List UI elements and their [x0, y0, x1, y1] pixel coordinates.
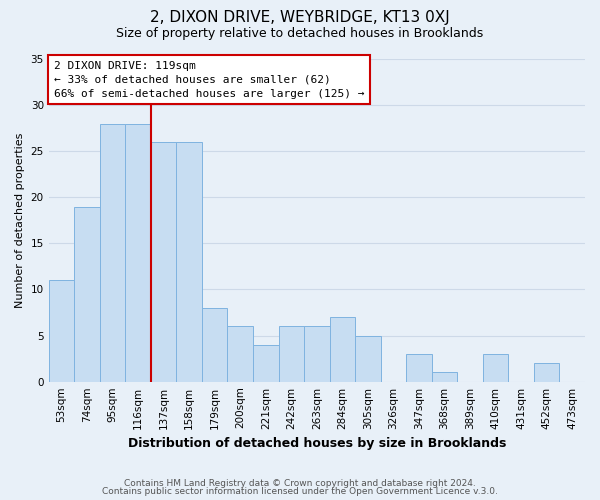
Bar: [125, 124, 151, 382]
X-axis label: Distribution of detached houses by size in Brooklands: Distribution of detached houses by size …: [128, 437, 506, 450]
Bar: [253, 345, 278, 382]
Bar: [406, 354, 432, 382]
Text: 2 DIXON DRIVE: 119sqm
← 33% of detached houses are smaller (62)
66% of semi-deta: 2 DIXON DRIVE: 119sqm ← 33% of detached …: [54, 61, 364, 99]
Text: Contains public sector information licensed under the Open Government Licence v.: Contains public sector information licen…: [102, 487, 498, 496]
Bar: [355, 336, 380, 382]
Text: Size of property relative to detached houses in Brooklands: Size of property relative to detached ho…: [116, 28, 484, 40]
Text: 2, DIXON DRIVE, WEYBRIDGE, KT13 0XJ: 2, DIXON DRIVE, WEYBRIDGE, KT13 0XJ: [150, 10, 450, 25]
Bar: [227, 326, 253, 382]
Bar: [100, 124, 125, 382]
Bar: [202, 308, 227, 382]
Bar: [329, 317, 355, 382]
Y-axis label: Number of detached properties: Number of detached properties: [15, 132, 25, 308]
Bar: [304, 326, 329, 382]
Bar: [49, 280, 74, 382]
Bar: [278, 326, 304, 382]
Bar: [432, 372, 457, 382]
Bar: [483, 354, 508, 382]
Text: Contains HM Land Registry data © Crown copyright and database right 2024.: Contains HM Land Registry data © Crown c…: [124, 478, 476, 488]
Bar: [534, 363, 559, 382]
Bar: [176, 142, 202, 382]
Bar: [151, 142, 176, 382]
Bar: [74, 206, 100, 382]
